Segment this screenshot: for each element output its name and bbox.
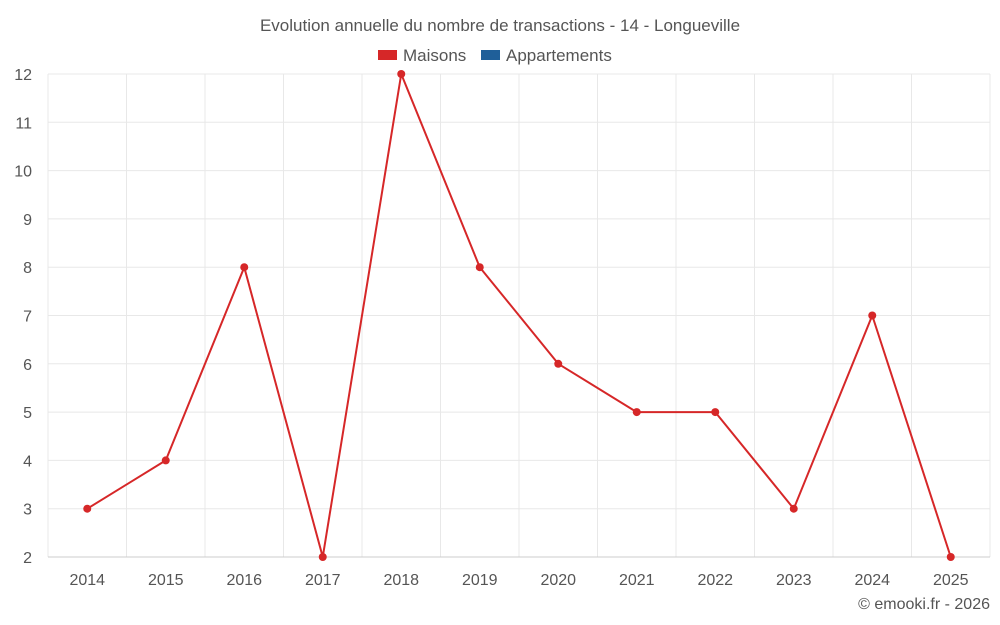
x-tick-label: 2019 xyxy=(462,572,498,589)
series-line-maisons xyxy=(86,73,952,558)
x-tick-label: 2024 xyxy=(854,572,890,589)
data-point-maisons[interactable] xyxy=(240,263,249,272)
y-tick-label: 8 xyxy=(23,260,32,277)
y-tick-label: 3 xyxy=(23,502,32,519)
y-tick-label: 9 xyxy=(23,212,32,229)
data-point-maisons[interactable] xyxy=(632,408,641,417)
y-tick-label: 5 xyxy=(23,405,32,422)
data-point-maisons[interactable] xyxy=(789,504,798,513)
x-tick-label: 2021 xyxy=(619,572,655,589)
data-point-maisons[interactable] xyxy=(397,70,406,78)
data-point-maisons[interactable] xyxy=(318,553,327,561)
data-point-maisons[interactable] xyxy=(711,408,720,417)
data-point-maisons[interactable] xyxy=(475,263,484,272)
x-tick-label: 2025 xyxy=(933,572,969,589)
y-tick-label: 11 xyxy=(15,115,32,132)
data-point-maisons[interactable] xyxy=(868,311,877,320)
data-point-maisons[interactable] xyxy=(946,553,955,561)
y-axis: 2 3 4 5 6 7 8 9 10 11 12 xyxy=(14,67,32,567)
y-tick-label: 12 xyxy=(14,67,32,84)
series-layer xyxy=(83,70,955,561)
legend-label-maisons[interactable]: Maisons xyxy=(403,46,466,65)
y-tick-label: 2 xyxy=(23,550,32,567)
x-tick-label: 2015 xyxy=(148,572,184,589)
data-point-maisons[interactable] xyxy=(83,504,92,513)
x-tick-label: 2020 xyxy=(540,572,576,589)
x-axis: 2014 2015 2016 2017 2018 2019 2020 2021 2022 2023… xyxy=(48,556,990,589)
data-point-maisons[interactable] xyxy=(554,359,563,368)
x-tick-label: 2014 xyxy=(69,572,105,589)
x-tick-label: 2017 xyxy=(305,572,341,589)
x-tick-label: 2022 xyxy=(697,572,733,589)
chart-title: Evolution annuelle du nombre de transact… xyxy=(260,16,740,35)
y-tick-label: 6 xyxy=(23,357,32,374)
legend-swatch-maisons[interactable] xyxy=(378,50,397,60)
data-point-maisons[interactable] xyxy=(161,456,170,465)
x-tick-label: 2023 xyxy=(776,572,812,589)
x-tick-label: 2018 xyxy=(383,572,419,589)
legend-label-appartements[interactable]: Appartements xyxy=(506,46,612,65)
y-tick-label: 7 xyxy=(23,309,32,326)
y-tick-label: 4 xyxy=(23,453,32,470)
y-tick-label: 10 xyxy=(14,164,32,181)
x-tick-label: 2016 xyxy=(226,572,262,589)
legend: Maisons Appartements xyxy=(378,46,612,65)
legend-swatch-appartements[interactable] xyxy=(481,50,500,60)
credit-text: © emooki.fr - 2026 xyxy=(858,596,990,613)
